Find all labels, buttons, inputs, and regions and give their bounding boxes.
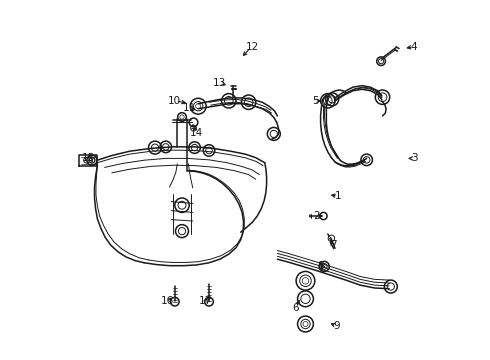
Text: 5: 5	[312, 96, 318, 106]
Text: 11: 11	[183, 103, 196, 113]
Text: 9: 9	[334, 321, 340, 331]
Text: 7: 7	[330, 240, 337, 250]
Text: 3: 3	[411, 153, 417, 163]
Text: 13: 13	[213, 78, 226, 88]
Text: 6: 6	[292, 303, 299, 313]
Text: 1: 1	[335, 191, 342, 201]
Text: 8: 8	[318, 261, 324, 271]
Text: 10: 10	[168, 96, 181, 106]
Text: 16: 16	[161, 296, 174, 306]
Text: 12: 12	[245, 42, 259, 52]
Text: 17: 17	[199, 296, 212, 306]
Text: 4: 4	[411, 42, 417, 52]
Text: 15: 15	[82, 153, 95, 163]
Text: 2: 2	[314, 211, 320, 221]
Text: 14: 14	[190, 128, 203, 138]
